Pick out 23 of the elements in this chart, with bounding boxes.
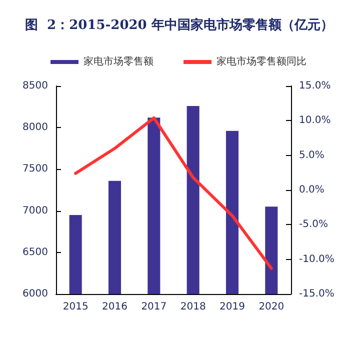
y2-tick-label: 0.0% xyxy=(299,184,324,196)
y-tick-label: 7500 xyxy=(22,164,48,175)
y2-tick-label: -10.0% xyxy=(299,254,334,265)
y-tick-label: 6500 xyxy=(22,246,48,258)
y-tick-label: 6000 xyxy=(22,288,48,300)
y-tick-label: 8000 xyxy=(22,122,48,134)
y-tick-label: 7000 xyxy=(22,205,48,216)
y2-tick-label: 15.0% xyxy=(299,80,331,92)
chart-title: 图 2：2015-2020 年中国家电市场零售额（亿元） xyxy=(25,17,334,33)
legend-label: 家电市场零售额 xyxy=(84,56,154,68)
legend-label: 家电市场零售额同比 xyxy=(216,56,306,68)
y2-tick-label: -15.0% xyxy=(299,288,334,300)
y2-tick-label: 5.0% xyxy=(299,150,324,161)
x-tick-label: 2017 xyxy=(141,302,167,312)
y2-tick-label: -5.0% xyxy=(299,219,328,230)
y-tick-label: 8500 xyxy=(22,80,48,92)
x-tick-label: 2019 xyxy=(220,302,245,312)
line-series xyxy=(74,116,273,270)
y2-tick-label: 10.0% xyxy=(299,115,331,126)
x-tick-label: 2020 xyxy=(258,302,284,312)
x-tick-label: 2015 xyxy=(62,302,88,312)
x-tick-label: 2016 xyxy=(102,302,128,312)
x-tick-label: 2018 xyxy=(180,302,206,312)
